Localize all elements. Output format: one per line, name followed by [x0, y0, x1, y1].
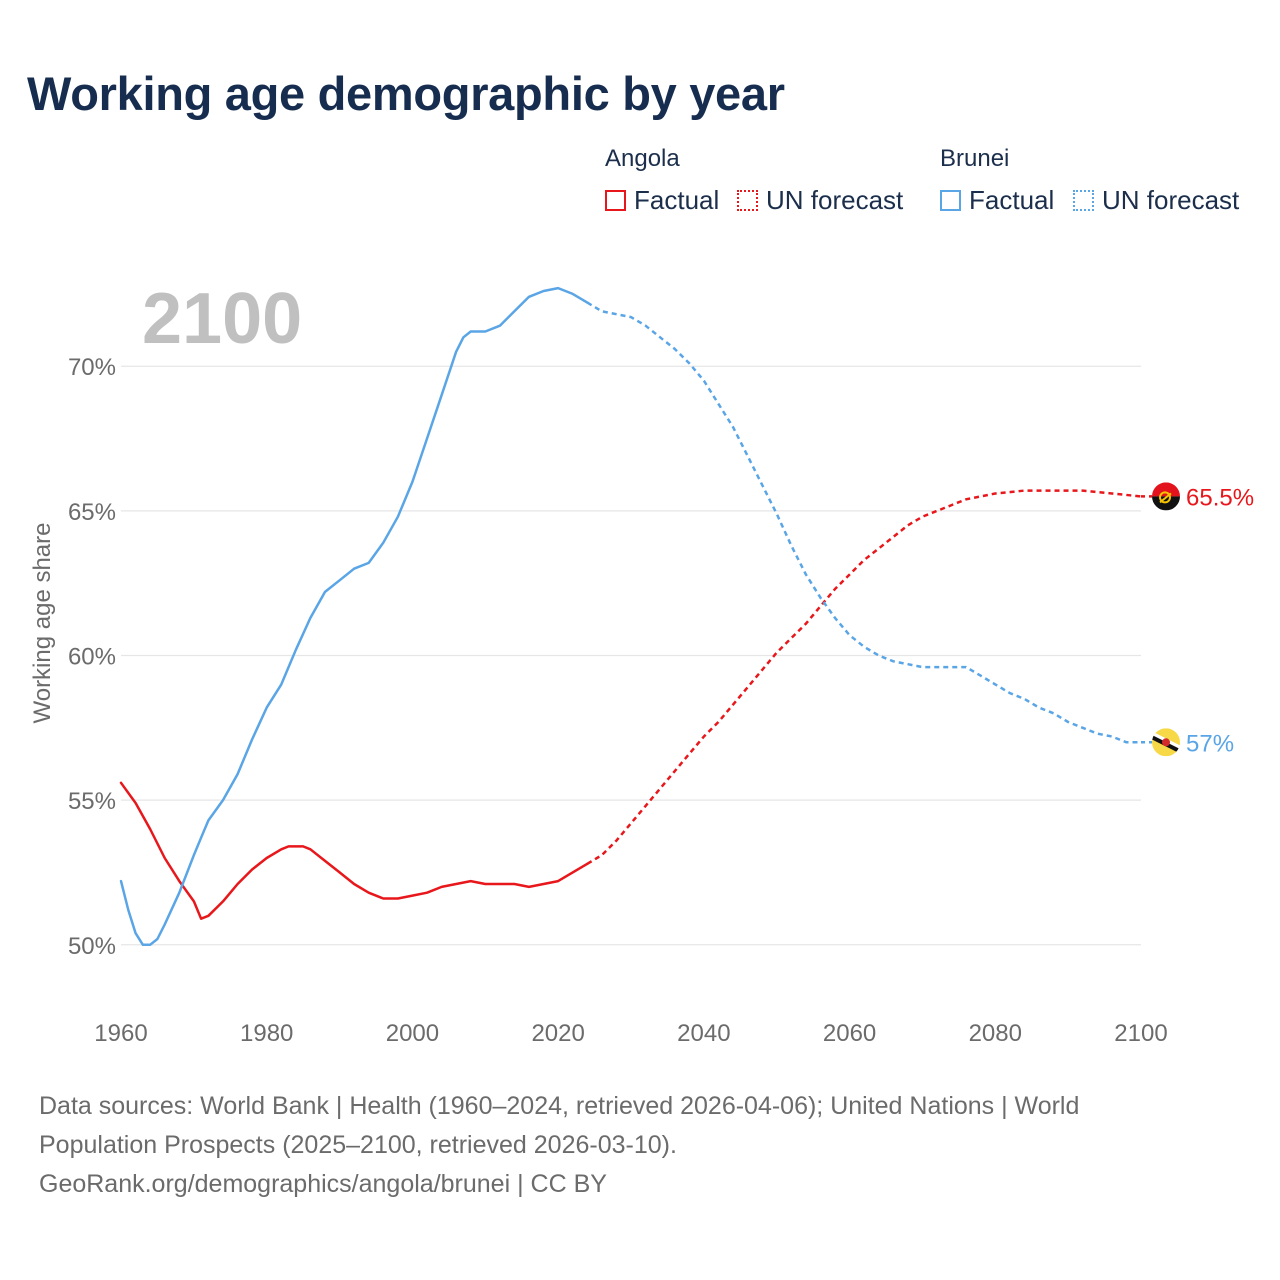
angola-flag-icon — [1152, 482, 1180, 511]
year-watermark: 2100 — [142, 279, 302, 359]
x-tick-label: 2080 — [969, 1020, 1022, 1047]
legend-swatch-solid — [605, 190, 626, 211]
legend-angola-factual[interactable]: Factual — [605, 185, 719, 216]
y-tick-label: 70% — [68, 354, 116, 381]
legend-angola-forecast[interactable]: UN forecast — [737, 185, 903, 216]
legend-label: UN forecast — [1102, 185, 1240, 215]
x-tick-label: 2000 — [386, 1020, 439, 1047]
y-tick-label: 60% — [68, 643, 116, 670]
x-tick-label: 2040 — [677, 1020, 730, 1047]
brunei-flag-icon — [1152, 728, 1180, 757]
legend-swatch-dotted — [1073, 190, 1094, 211]
legend-group-brunei: Brunei — [940, 145, 1010, 172]
y-tick-label: 65% — [68, 499, 116, 526]
y-axis-title: Working age share — [29, 523, 56, 724]
footer: Data sources: World Bank | Health (1960–… — [39, 1087, 1239, 1204]
legend-label: Factual — [969, 185, 1055, 215]
legend-swatch-dotted — [737, 190, 758, 211]
x-tick-label: 1980 — [240, 1020, 293, 1047]
x-tick-label: 2060 — [823, 1020, 876, 1047]
line-chart: 50% 55% 60% 65% 70% 1960 1980 2000 2020 2040 2060 2… — [29, 279, 1254, 1047]
y-tick-label: 50% — [68, 933, 116, 960]
page-title: Working age demographic by year — [27, 67, 785, 120]
legend-label: UN forecast — [766, 185, 904, 215]
series-end-label-brunei: 57% — [1186, 730, 1234, 757]
legend-brunei-factual[interactable]: Factual — [940, 185, 1054, 216]
footer-sources-line2: Population Prospects (2025–2100, retriev… — [39, 1131, 677, 1159]
legend-label: Factual — [634, 185, 720, 215]
x-tick-label: 1960 — [94, 1020, 147, 1047]
y-tick-label: 55% — [68, 788, 116, 815]
series-line-brunei-factual[interactable] — [119, 286, 589, 947]
footer-attribution[interactable]: GeoRank.org/demographics/angola/brunei |… — [39, 1170, 607, 1198]
series-line-brunei-forecast[interactable] — [586, 301, 1141, 744]
x-tick-label: 2100 — [1114, 1020, 1167, 1047]
x-tick-label: 2020 — [531, 1020, 584, 1047]
legend-group-angola: Angola — [605, 145, 680, 172]
legend-brunei-forecast[interactable]: UN forecast — [1073, 185, 1239, 216]
footer-sources-line1: Data sources: World Bank | Health (1960–… — [39, 1092, 1080, 1120]
legend-swatch-solid — [940, 190, 961, 211]
series-line-angola-forecast[interactable] — [586, 489, 1142, 865]
series-end-label-angola: 65.5% — [1186, 484, 1254, 511]
series-line-angola-factual[interactable] — [119, 781, 589, 920]
